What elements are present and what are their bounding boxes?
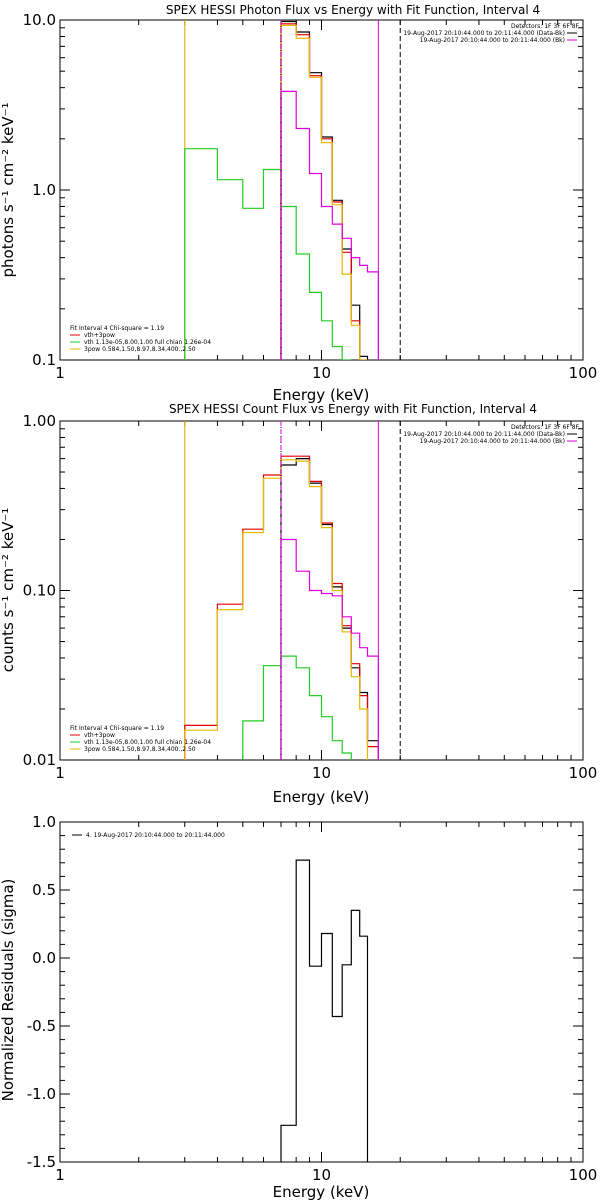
count-flux-legend-header: Detectors: 1F 3F 6F 8F (511, 424, 580, 431)
photon-flux-x-tick-label: 1 (55, 364, 65, 382)
photon-flux-title: SPEX HESSI Photon Flux vs Energy with Fi… (166, 3, 540, 17)
count-flux-legend-entry: 19-Aug-2017 20:10:44.000 to 20:11:44.000… (403, 431, 565, 438)
photon-flux-ylabel: photons s⁻¹ cm⁻² keV⁻¹ (0, 103, 17, 278)
residuals-x-tick-label: 100 (569, 1166, 598, 1184)
photon-flux-x-tick-label: 100 (569, 364, 598, 382)
photon-flux-series-2 (184, 148, 352, 360)
count-flux-panel: SPEX HESSI Count Flux vs Energy with Fit… (0, 402, 597, 806)
photon-flux-series-3 (280, 24, 368, 360)
count-flux-series-3 (184, 459, 369, 760)
photon-flux-series-1 (280, 23, 368, 360)
count-flux-fit-legend-entry: 3pow 0.584,1.50,8.97,8.34,400.,2.50 (84, 746, 196, 753)
photon-flux-panel: SPEX HESSI Photon Flux vs Energy with Fi… (0, 3, 597, 404)
count-flux-x-tick-label: 100 (569, 764, 598, 782)
count-flux-series-2 (242, 655, 352, 760)
photon-flux-x-tick-label: 10 (312, 364, 331, 382)
count-flux-xlabel: Energy (keV) (273, 788, 370, 806)
count-flux-y-tick-label: 0.10 (23, 582, 56, 600)
photon-flux-xlabel: Energy (keV) (273, 386, 370, 404)
photon-flux-legend-entry: 19-Aug-2017 20:10:44.000 to 20:11:44.000… (403, 30, 565, 37)
photon-flux-fit-legend-header: Fit Interval 4 Chi-square = 1.19 (70, 325, 164, 332)
photon-flux-legend-entry: 19-Aug-2017 20:10:44.000 to 20:11:44.000… (420, 37, 565, 44)
residuals-y-tick-label: -1.5 (27, 1153, 56, 1171)
residuals-y-tick-label: 1.0 (32, 813, 56, 831)
residuals-y-tick-label: -0.5 (27, 1017, 56, 1035)
count-flux-y-tick-label: 0.01 (23, 751, 56, 769)
count-flux-y-tick-label: 1.00 (23, 412, 56, 430)
count-flux-series-4 (280, 538, 379, 760)
residuals-legend-entry: 4. 19-Aug-2017 20:10:44.000 to 20:11:44.… (86, 832, 225, 839)
count-flux-x-tick-label: 10 (312, 764, 331, 782)
count-flux-x-tick-label: 1 (55, 764, 65, 782)
residuals-plot-frame (59, 821, 584, 1163)
count-flux-fit-legend-header: Fit Interval 4 Chi-square = 1.19 (70, 725, 164, 732)
photon-flux-series-0 (280, 20, 369, 360)
residuals-y-tick-label: 0.0 (32, 949, 56, 967)
residuals-x-tick-label: 10 (312, 1166, 331, 1184)
residuals-y-tick-label: -1.0 (27, 1085, 56, 1103)
count-flux-fit-legend-entry: vth 1.13e-05,8.00,1.00 full chian 1.26e-… (84, 739, 211, 746)
count-flux-title: SPEX HESSI Count Flux vs Energy with Fit… (169, 402, 537, 416)
photon-flux-y-tick-label: 10.0 (23, 11, 56, 29)
residuals-y-tick-label: 0.5 (32, 881, 56, 899)
count-flux-ylabel: counts s⁻¹ cm⁻² keV⁻¹ (0, 508, 17, 673)
residuals-xlabel: Energy (keV) (273, 1183, 370, 1200)
photon-flux-y-tick-label: 1.0 (32, 181, 56, 199)
photon-flux-legend-header: Detectors: 1F 3F 6F 8F (511, 23, 580, 30)
residuals-ylabel: Normalized Residuals (sigma) (0, 879, 17, 1102)
photon-flux-fit-legend-entry: vth+3pow (84, 332, 115, 339)
residuals-x-tick-label: 1 (55, 1166, 65, 1184)
residuals-panel: Energy (keV) Normalized Residuals (sigma… (0, 813, 597, 1200)
photon-flux-fit-legend-entry: vth 1.13e-05,8.00,1.00 full chian 1.26e-… (84, 339, 211, 346)
count-flux-series-0 (280, 458, 379, 760)
count-flux-fit-legend-entry: vth+3pow (84, 732, 115, 739)
photon-flux-y-tick-label: 0.1 (32, 351, 56, 369)
photon-flux-series-4 (280, 90, 379, 360)
count-flux-legend-entry: 19-Aug-2017 20:10:44.000 to 20:11:44.000… (420, 438, 565, 445)
residuals-series-0 (280, 859, 369, 1162)
photon-flux-fit-legend-entry: 3pow 0.584,1.50,8.97,8.34,400.,2.50 (84, 346, 196, 353)
